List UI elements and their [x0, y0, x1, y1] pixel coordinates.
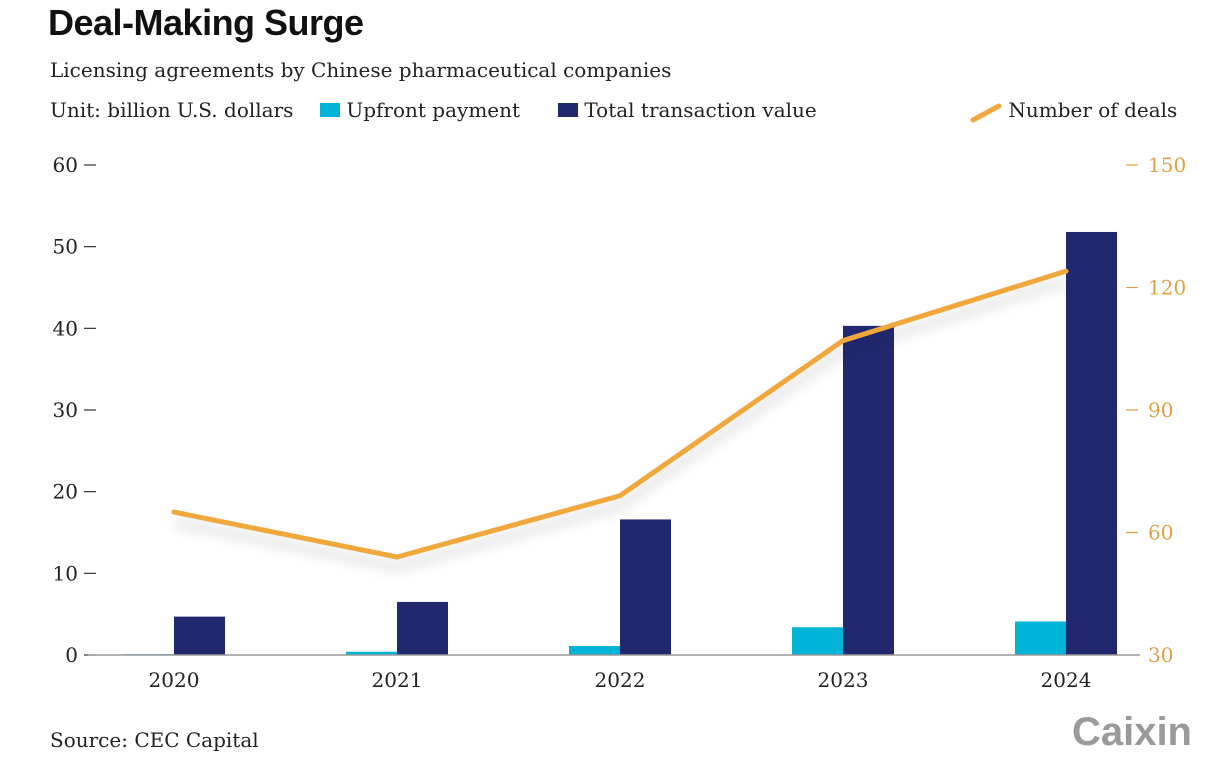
left-tick-label: 10 — [53, 561, 78, 585]
left-tick-label: 40 — [53, 316, 78, 340]
bar-upfront-2024 — [1015, 621, 1066, 655]
caixin-logo: Caixin — [1071, 710, 1192, 754]
deals-swatch — [970, 103, 1002, 122]
legend-upfront: Upfront payment — [320, 98, 520, 122]
right-tick-label: 120 — [1148, 276, 1186, 300]
right-tick-label: 90 — [1148, 398, 1173, 422]
legend-total-label: Total transaction value — [584, 98, 817, 122]
left-tick-label: 60 — [53, 153, 78, 177]
legend-deals: Number of deals — [970, 98, 1177, 123]
x-tick-label: 2020 — [149, 668, 200, 692]
x-tick-label: 2021 — [372, 668, 423, 692]
bar-total-2021 — [397, 601, 448, 655]
right-tick-label: 60 — [1148, 521, 1173, 545]
left-tick-label: 20 — [53, 480, 78, 504]
upfront-swatch — [320, 103, 340, 117]
unit-label: Unit: billion U.S. dollars — [50, 98, 294, 122]
chart-subtitle: Licensing agreements by Chinese pharmace… — [50, 58, 672, 82]
left-tick-label: 50 — [53, 235, 78, 259]
x-tick-label: 2022 — [595, 668, 646, 692]
right-tick-label: 150 — [1148, 153, 1186, 177]
bar-upfront-2022 — [569, 646, 620, 655]
deals-line — [171, 268, 1069, 560]
left-tick-label: 30 — [53, 398, 78, 422]
deals-line-shadow — [173, 277, 1068, 572]
legend-total: Total transaction value — [558, 98, 817, 122]
x-tick-label: 2024 — [1041, 668, 1092, 692]
left-tick-label: 0 — [65, 643, 78, 667]
bar-total-2024 — [1066, 231, 1117, 655]
legend: Unit: billion U.S. dollars Upfront payme… — [50, 98, 1190, 128]
bar-total-2023 — [843, 325, 894, 655]
bar-upfront-2023 — [792, 627, 843, 655]
source-note: Source: CEC Capital — [50, 728, 259, 752]
bar-total-2020 — [174, 616, 225, 655]
total-swatch — [558, 103, 578, 117]
bar-total-2022 — [620, 519, 671, 655]
legend-upfront-label: Upfront payment — [346, 98, 521, 122]
chart-title: Deal-Making Surge — [48, 2, 364, 43]
legend-deals-label: Number of deals — [1008, 98, 1178, 122]
x-tick-label: 2023 — [818, 668, 869, 692]
right-tick-label: 30 — [1148, 643, 1173, 667]
bar-upfront-2021 — [346, 651, 397, 655]
